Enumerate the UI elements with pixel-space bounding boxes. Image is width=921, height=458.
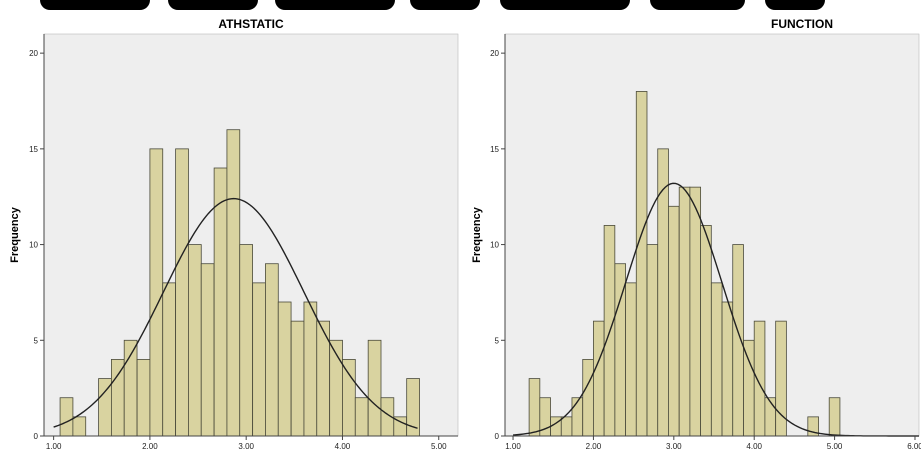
x-tick-label: 1.00 xyxy=(46,442,62,451)
histogram-bar xyxy=(265,263,279,437)
y-axis-label: Frequency xyxy=(471,206,483,263)
y-axis-label: Frequency xyxy=(9,206,21,263)
histogram-bar xyxy=(646,244,659,437)
histogram-bar xyxy=(367,339,382,437)
histogram-bar xyxy=(753,320,766,437)
histogram-bar xyxy=(710,282,723,437)
histogram-bar xyxy=(290,320,305,437)
histogram-bar xyxy=(175,148,189,437)
x-tick-label: 6.00 xyxy=(907,442,921,451)
histogram-bar xyxy=(657,148,669,437)
cropped-heading-strip xyxy=(0,0,921,12)
histogram-bar xyxy=(571,397,584,437)
histogram-bar xyxy=(635,91,648,437)
histogram-bar xyxy=(252,282,266,437)
y-tick-label: 15 xyxy=(490,145,499,154)
histogram-bar xyxy=(593,320,605,437)
chart-title: ATHSTATIC xyxy=(218,17,284,31)
histogram-bar xyxy=(528,378,541,437)
y-tick-label: 20 xyxy=(490,49,499,58)
y-tick-label: 10 xyxy=(490,241,499,250)
histogram-bar xyxy=(162,282,176,437)
histogram-bar xyxy=(226,129,241,437)
histogram-athstatic-panel: ATHSTATIC Frequency 0 5 10 15 20 1.00 2.00 3.00 4.… xyxy=(0,0,462,453)
histogram-bar xyxy=(689,186,702,437)
y-tick-label: 5 xyxy=(495,336,500,345)
x-tick-label: 2.00 xyxy=(142,442,158,451)
histogram-bar xyxy=(342,359,356,437)
histogram-bar xyxy=(72,416,87,437)
histogram-bar xyxy=(110,359,125,437)
histogram-bar xyxy=(213,167,228,437)
histogram-bar xyxy=(582,359,594,437)
y-tick-label: 20 xyxy=(29,49,38,58)
histogram-bar xyxy=(668,205,680,437)
y-tick-label: 10 xyxy=(29,241,38,250)
x-tick-label: 1.00 xyxy=(505,442,521,451)
x-tick-label: 2.00 xyxy=(586,442,602,451)
histogram-bar xyxy=(59,397,74,437)
histogram-bar xyxy=(700,225,712,437)
x-tick-label: 5.00 xyxy=(827,442,843,451)
histogram-bar xyxy=(354,397,369,437)
y-tick-label: 5 xyxy=(34,336,39,345)
histogram-athstatic-chart: ATHSTATIC Frequency 0 5 10 15 20 1.00 2.00 3.00 4.… xyxy=(9,17,459,451)
x-tick-label: 4.00 xyxy=(335,442,351,451)
y-tick-label: 0 xyxy=(495,432,500,441)
histogram-bar xyxy=(200,263,215,437)
chart-title: FUNCTION xyxy=(771,17,833,31)
x-tick-label: 3.00 xyxy=(238,442,254,451)
x-tick-label: 5.00 xyxy=(431,442,447,451)
histogram-function-panel: FUNCTION Frequency 0 5 10 15 20 1.00 2.00 3.00 4.0… xyxy=(462,0,921,453)
x-tick-label: 4.00 xyxy=(746,442,762,451)
normal-curve xyxy=(53,197,418,429)
y-tick-label: 0 xyxy=(34,432,39,441)
histogram-bar xyxy=(188,244,202,437)
histogram-bar xyxy=(721,301,734,437)
histogram-bar xyxy=(136,359,151,437)
y-tick-label: 15 xyxy=(29,145,38,154)
histogram-bar xyxy=(303,301,318,437)
histogram-bar xyxy=(732,244,744,437)
histogram-bar xyxy=(625,282,637,437)
histogram-function-chart: FUNCTION Frequency 0 5 10 15 20 1.00 2.00 3.00 4.0… xyxy=(471,17,921,451)
histogram-bar xyxy=(743,339,755,437)
histogram-bar xyxy=(277,301,292,437)
histogram-bar xyxy=(149,148,164,437)
x-tick-label: 3.00 xyxy=(666,442,682,451)
histogram-bar xyxy=(560,416,573,437)
histogram-bar xyxy=(678,186,691,437)
histogram-bar xyxy=(764,397,777,437)
histogram-bar xyxy=(828,397,841,437)
histogram-bar xyxy=(239,244,253,437)
